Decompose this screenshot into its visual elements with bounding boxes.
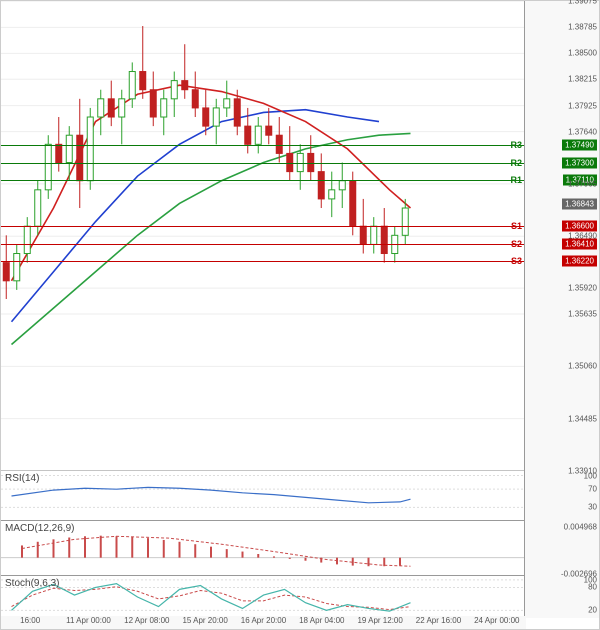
stoch-tick: 20 (588, 606, 597, 615)
stoch-tick: 100 (584, 575, 597, 584)
chart-container: R3 R2 R1 S1 S2 S3 RSI(14) MACD(12,26,9) Stoch… (0, 0, 600, 630)
price-tag: 1.36843 (562, 199, 597, 210)
y-tick: 1.34485 (568, 414, 597, 423)
x-tick: 19 Apr 12:00 (351, 616, 409, 629)
rsi-tick: 30 (588, 503, 597, 512)
stoch-svg (1, 576, 526, 618)
rsi-svg (1, 471, 526, 521)
x-tick: 16 Apr 20:00 (234, 616, 292, 629)
x-tick: 18 Apr 04:00 (293, 616, 351, 629)
level-line-S3 (1, 261, 526, 262)
y-tick: 1.35060 (568, 362, 597, 371)
y-tick: 1.38500 (568, 49, 597, 58)
price-svg (1, 1, 526, 471)
level-label-R3: R3 (510, 140, 522, 150)
level-line-S1 (1, 226, 526, 227)
price-chart[interactable]: R3 R2 R1 S1 S2 S3 (1, 1, 526, 471)
level-line-R2 (1, 163, 526, 164)
level-label-S3: S3 (511, 256, 522, 266)
macd-tick: 0.004968 (564, 523, 597, 532)
x-tick: 11 Apr 00:00 (59, 616, 117, 629)
rsi-label: RSI(14) (5, 473, 39, 484)
level-label-R1: R1 (510, 175, 522, 185)
x-tick: 24 Apr 00:00 (468, 616, 526, 629)
y-tick: 1.38215 (568, 75, 597, 84)
x-tick: 15 Apr 20:00 (176, 616, 234, 629)
rsi-panel[interactable]: RSI(14) (1, 471, 526, 521)
level-label-S1: S1 (511, 221, 522, 231)
rsi-tick: 70 (588, 485, 597, 494)
macd-label: MACD(12,26,9) (5, 523, 74, 534)
y-tick: 1.38785 (568, 23, 597, 32)
stoch-panel[interactable]: Stoch(9,6,3) (1, 576, 526, 618)
x-tick: 16:00 (1, 616, 59, 629)
x-tick: 12 Apr 08:00 (118, 616, 176, 629)
stoch-label: Stoch(9,6,3) (5, 578, 59, 589)
level-tag-R2: 1.37300 (562, 157, 597, 168)
y-tick: 1.37640 (568, 127, 597, 136)
y-tick: 1.35635 (568, 310, 597, 319)
rsi-tick: 100 (584, 471, 597, 480)
x-axis: 16:0011 Apr 00:0012 Apr 08:0015 Apr 20:0… (1, 616, 526, 629)
level-line-S2 (1, 244, 526, 245)
level-line-R1 (1, 180, 526, 181)
macd-panel[interactable]: MACD(12,26,9) (1, 521, 526, 576)
level-tag-S3: 1.36220 (562, 255, 597, 266)
y-tick: 1.35920 (568, 284, 597, 293)
y-tick: 1.37925 (568, 101, 597, 110)
y-axis: 1.374901.373001.371101.366001.364101.362… (524, 1, 599, 618)
level-tag-R3: 1.37490 (562, 140, 597, 151)
y-tick: 1.36490 (568, 232, 597, 241)
y-tick: 1.37065 (568, 179, 597, 188)
y-tick: 1.39075 (568, 0, 597, 6)
x-tick: 22 Apr 16:00 (409, 616, 467, 629)
level-label-S2: S2 (511, 239, 522, 249)
macd-svg (1, 521, 526, 576)
level-label-R2: R2 (510, 158, 522, 168)
level-tag-S1: 1.36600 (562, 221, 597, 232)
level-line-R3 (1, 145, 526, 146)
